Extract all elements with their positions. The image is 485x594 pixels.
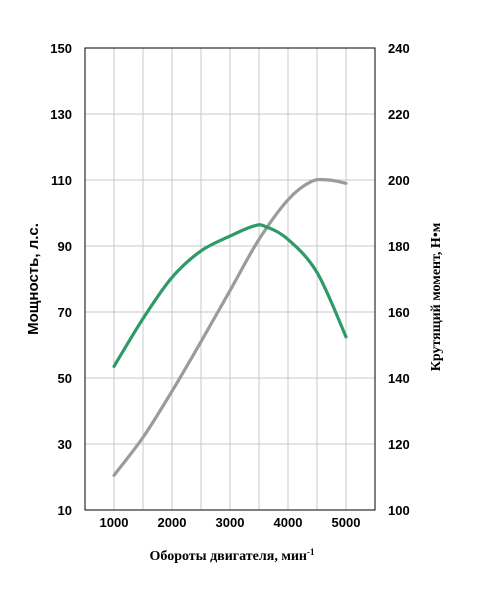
right-tick-label: 140 [388,371,410,386]
left-tick-label: 90 [58,239,72,254]
right-tick-label: 200 [388,173,410,188]
right-tick-label: 100 [388,503,410,518]
grid [85,47,375,511]
right-axis-title: Крутящий момент, Н•м [429,222,444,371]
left-tick-label: 70 [58,305,72,320]
x-axis-title: Обороты двигателя, мин-1 [149,547,315,564]
plot-area-frame [84,47,376,511]
x-tick-label: 4000 [274,515,303,530]
right-tick-label: 220 [388,107,410,122]
x-tick-label: 3000 [216,515,245,530]
left-tick-label: 130 [50,107,72,122]
series-layer [112,177,348,477]
x-tick-label: 1000 [100,515,129,530]
left-tick-label: 110 [51,173,72,188]
x-axis-title-superscript: -1 [307,547,315,557]
right-axis-ticks: 100 120 140 160 180 200 220 240 [388,41,410,518]
left-axis-title: Мощность, л.с. [25,223,42,335]
left-tick-label: 30 [58,437,72,452]
right-tick-label: 160 [388,305,410,320]
x-tick-label: 5000 [332,515,361,530]
left-tick-label: 50 [58,371,72,386]
x-tick-label: 2000 [158,515,187,530]
series-line-torque [112,223,348,368]
series-line-power [112,177,348,477]
right-tick-label: 120 [388,437,410,452]
left-tick-label: 10 [58,503,72,518]
x-axis-ticks: 1000 2000 3000 4000 5000 [100,515,361,530]
left-axis-ticks: 10 30 50 70 90 110 130 150 [50,41,72,518]
left-tick-label: 150 [50,41,72,56]
right-tick-label: 240 [388,41,410,56]
x-axis-title-text: Обороты двигателя, мин [149,549,307,564]
right-tick-label: 180 [388,239,410,254]
